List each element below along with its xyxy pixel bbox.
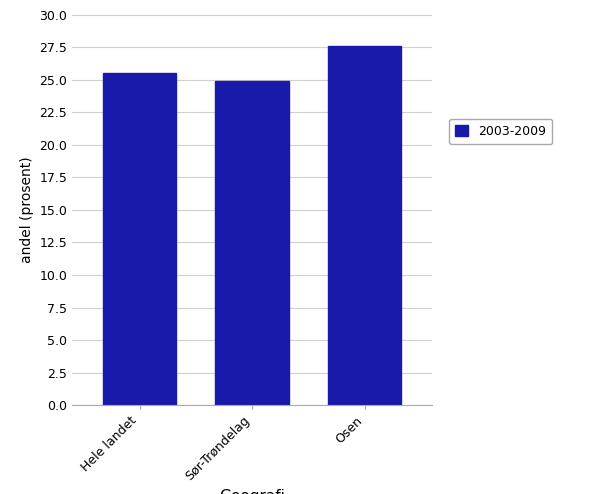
Bar	[103, 73, 176, 405]
Bar	[215, 81, 289, 405]
Legend: 2003-2009: 2003-2009	[449, 119, 552, 144]
Y-axis label: andel (prosent): andel (prosent)	[20, 157, 34, 263]
Bar	[328, 46, 401, 405]
X-axis label: Geografi: Geografi	[219, 489, 285, 494]
